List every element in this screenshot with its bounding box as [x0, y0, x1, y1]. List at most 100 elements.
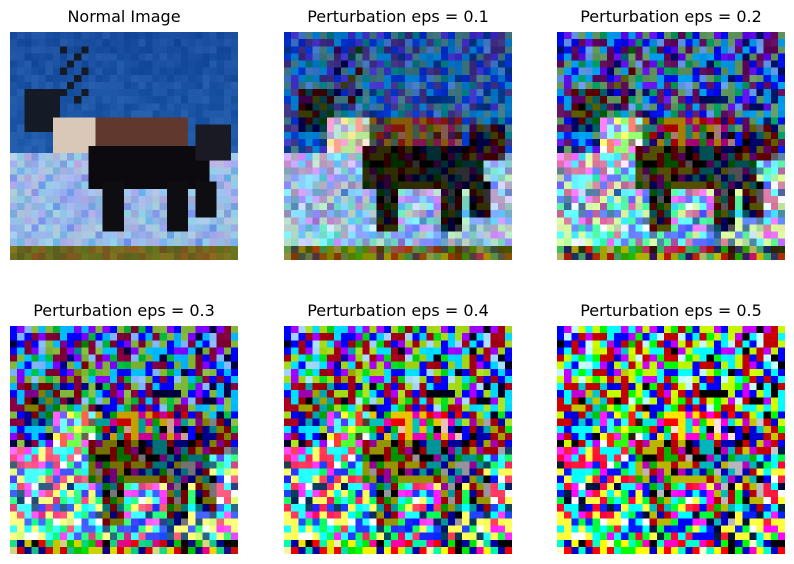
image-pixel	[188, 539, 196, 548]
image-pixel	[298, 375, 306, 384]
image-pixel	[166, 138, 175, 147]
image-pixel	[45, 347, 53, 355]
image-pixel	[312, 67, 320, 75]
image-pixel	[383, 39, 392, 47]
image-pixel	[145, 203, 153, 211]
image-pixel	[195, 511, 203, 519]
image-pixel	[81, 245, 89, 254]
image-pixel	[124, 231, 132, 239]
image-pixel	[67, 238, 75, 246]
image-pixel	[298, 146, 306, 154]
image-pixel	[95, 511, 103, 519]
image-pixel	[333, 167, 342, 175]
image-pixel	[124, 195, 132, 204]
image-pixel	[490, 454, 498, 462]
image-pixel	[95, 252, 103, 260]
image-pixel	[390, 383, 399, 391]
image-pixel	[45, 238, 53, 246]
image-pixel	[447, 231, 456, 239]
image-pixel	[490, 404, 498, 412]
image-pixel	[81, 354, 89, 362]
image-pixel	[355, 160, 363, 168]
image-pixel	[159, 167, 167, 175]
image-pixel	[362, 354, 370, 362]
image-pixel	[692, 153, 700, 161]
image-pixel	[188, 354, 196, 362]
image-pixel	[348, 375, 356, 384]
image-pixel	[412, 482, 420, 491]
image-pixel	[188, 340, 196, 348]
image-pixel	[24, 447, 32, 455]
image-pixel	[341, 60, 349, 68]
image-pixel	[699, 131, 707, 140]
image-pixel	[383, 231, 392, 239]
image-pixel	[720, 153, 729, 161]
image-pixel	[81, 475, 89, 483]
image-pixel	[95, 454, 103, 462]
image-pixel	[202, 482, 210, 491]
image-pixel	[209, 60, 217, 68]
image-pixel	[606, 174, 615, 182]
image-pixel	[81, 124, 89, 132]
image-pixel	[671, 124, 679, 132]
image-pixel	[419, 103, 427, 111]
image-pixel	[10, 489, 18, 498]
image-pixel	[109, 454, 118, 462]
image-pixel	[642, 103, 650, 111]
image-pixel	[713, 32, 722, 40]
image-pixel	[735, 181, 743, 189]
image-pixel	[102, 252, 110, 260]
image-pixel	[440, 454, 449, 462]
image-pixel	[642, 188, 650, 197]
image-pixel	[152, 74, 160, 83]
image-pixel	[476, 489, 484, 498]
image-pixel	[45, 447, 53, 455]
image-pixel	[362, 475, 370, 483]
image-pixel	[405, 461, 413, 469]
image-pixel	[749, 138, 757, 147]
image-pixel	[74, 174, 82, 182]
image-pixel	[557, 188, 565, 197]
image-pixel	[52, 461, 61, 469]
image-pixel	[102, 110, 110, 118]
image-pixel	[319, 181, 327, 189]
image-pixel	[74, 440, 82, 448]
image-pixel	[483, 333, 491, 341]
image-pixel	[38, 475, 46, 483]
image-pixel	[469, 397, 477, 405]
image-pixel	[305, 454, 313, 462]
image-pixel	[312, 174, 320, 182]
image-pixel	[109, 347, 118, 355]
image-pixel	[202, 195, 210, 204]
image-pixel	[173, 454, 182, 462]
image-pixel	[763, 238, 771, 246]
image-pixel	[109, 131, 118, 140]
image-pixel	[756, 231, 764, 239]
image-pixel	[31, 103, 39, 111]
image-pixel	[17, 447, 25, 455]
image-pixel	[426, 96, 434, 104]
image-pixel	[209, 252, 217, 260]
image-pixel	[59, 511, 68, 519]
image-pixel	[341, 231, 349, 239]
image-pixel	[419, 504, 427, 512]
image-pixel	[195, 124, 203, 132]
image-pixel	[728, 238, 736, 246]
image-pixel	[504, 397, 512, 405]
image-pixel	[188, 153, 196, 161]
image-pixel	[284, 375, 292, 384]
image-pixel	[692, 67, 700, 75]
image-pixel	[284, 368, 292, 377]
image-pixel	[326, 340, 335, 348]
image-pixel	[291, 124, 299, 132]
image-pixel	[671, 146, 679, 154]
image-pixel	[188, 347, 196, 355]
image-pixel	[504, 74, 512, 83]
image-pixel	[188, 131, 196, 140]
image-pixel	[319, 32, 327, 40]
image-pixel	[312, 81, 320, 90]
image-pixel	[166, 333, 175, 341]
image-pixel	[490, 60, 498, 68]
image-pixel	[152, 368, 160, 377]
image-pixel	[45, 160, 53, 168]
